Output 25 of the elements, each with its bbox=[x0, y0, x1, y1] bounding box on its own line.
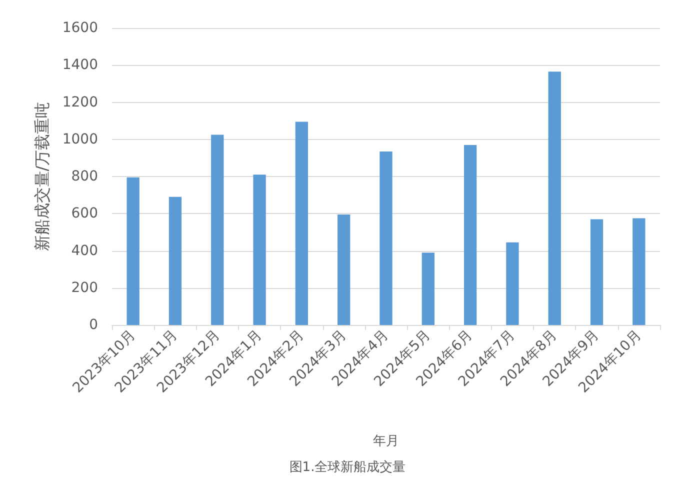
y-tick-label: 1400 bbox=[62, 57, 98, 74]
y-tick-label: 1600 bbox=[62, 20, 98, 36]
y-tick-label: 1000 bbox=[62, 131, 98, 148]
bar bbox=[422, 252, 434, 325]
y-tick-label: 400 bbox=[71, 242, 98, 259]
bar bbox=[295, 122, 308, 325]
bar bbox=[506, 242, 519, 325]
y-tick-label: 0 bbox=[89, 317, 98, 333]
y-axis-title: 新船成交量/万载重吨 bbox=[32, 102, 52, 252]
bar bbox=[338, 214, 350, 325]
bar bbox=[632, 218, 646, 325]
y-tick-label: 200 bbox=[71, 280, 98, 296]
x-axis-title: 年月 bbox=[373, 434, 399, 449]
y-tick-label: 1200 bbox=[62, 94, 98, 110]
bar bbox=[590, 219, 604, 325]
bar bbox=[548, 72, 561, 325]
bar bbox=[464, 144, 477, 325]
text: 图1.全球新船成交量 bbox=[289, 459, 406, 475]
y-tick-label: 600 bbox=[71, 206, 98, 222]
y-tick-label: 800 bbox=[71, 168, 98, 184]
bar bbox=[211, 134, 224, 325]
bar bbox=[253, 174, 266, 325]
bar bbox=[168, 196, 182, 325]
bar bbox=[380, 151, 392, 325]
bar bbox=[126, 177, 140, 325]
